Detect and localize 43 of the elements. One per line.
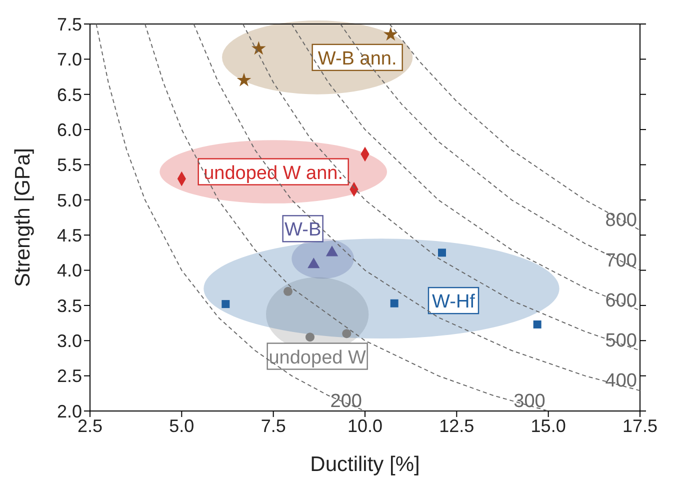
series-label: W-Hf [432,292,476,313]
y-tick-label: 5.5 [56,155,82,176]
series-label: 200 [330,391,362,412]
x-tick-label: 5.0 [169,416,194,436]
x-tick-label: 15.0 [530,416,566,436]
y-tick-label: 2.5 [56,366,82,386]
point [342,329,352,338]
series-label: 500 [605,330,637,352]
point [438,248,446,257]
x-tick-label: 17.5 [622,416,658,436]
y-tick-label: 7.5 [56,14,82,34]
series-label: W-B [284,220,322,241]
y-axis-title: Strength [GPa] [11,148,34,287]
x-tick-label: 12.5 [439,416,474,436]
series-label: undoped W [268,347,366,368]
series-label: 400 [605,370,637,392]
y-tick-label: 4.5 [56,225,82,246]
point [305,332,315,342]
x-axis-title: Ductility [%] [310,453,420,476]
y-tick-label: 7.0 [56,50,82,70]
series-label: 800 [605,210,637,232]
series-label: W-B ann. [318,48,397,70]
y-tick-label: 6.0 [56,120,82,140]
point [251,41,266,55]
y-tick-label: 6.5 [56,84,82,105]
series-label: 600 [605,290,637,312]
point [236,72,252,86]
y-tick-label: 3.5 [56,296,82,316]
y-tick-label: 3.0 [56,331,82,352]
x-tick-label: 7.5 [260,416,286,436]
y-tick-label: 4.0 [56,260,82,281]
series-label: 700 [605,250,637,272]
point [383,27,398,41]
line-series [144,24,549,411]
series-label: undoped W ann. [204,162,344,184]
x-tick-label: 10.0 [347,416,383,436]
line-series [193,24,640,392]
point [283,286,293,296]
point [533,320,542,328]
y-tick-label: 5.0 [56,190,82,210]
series-label: 300 [514,391,546,412]
point [222,300,230,308]
point [390,299,398,308]
